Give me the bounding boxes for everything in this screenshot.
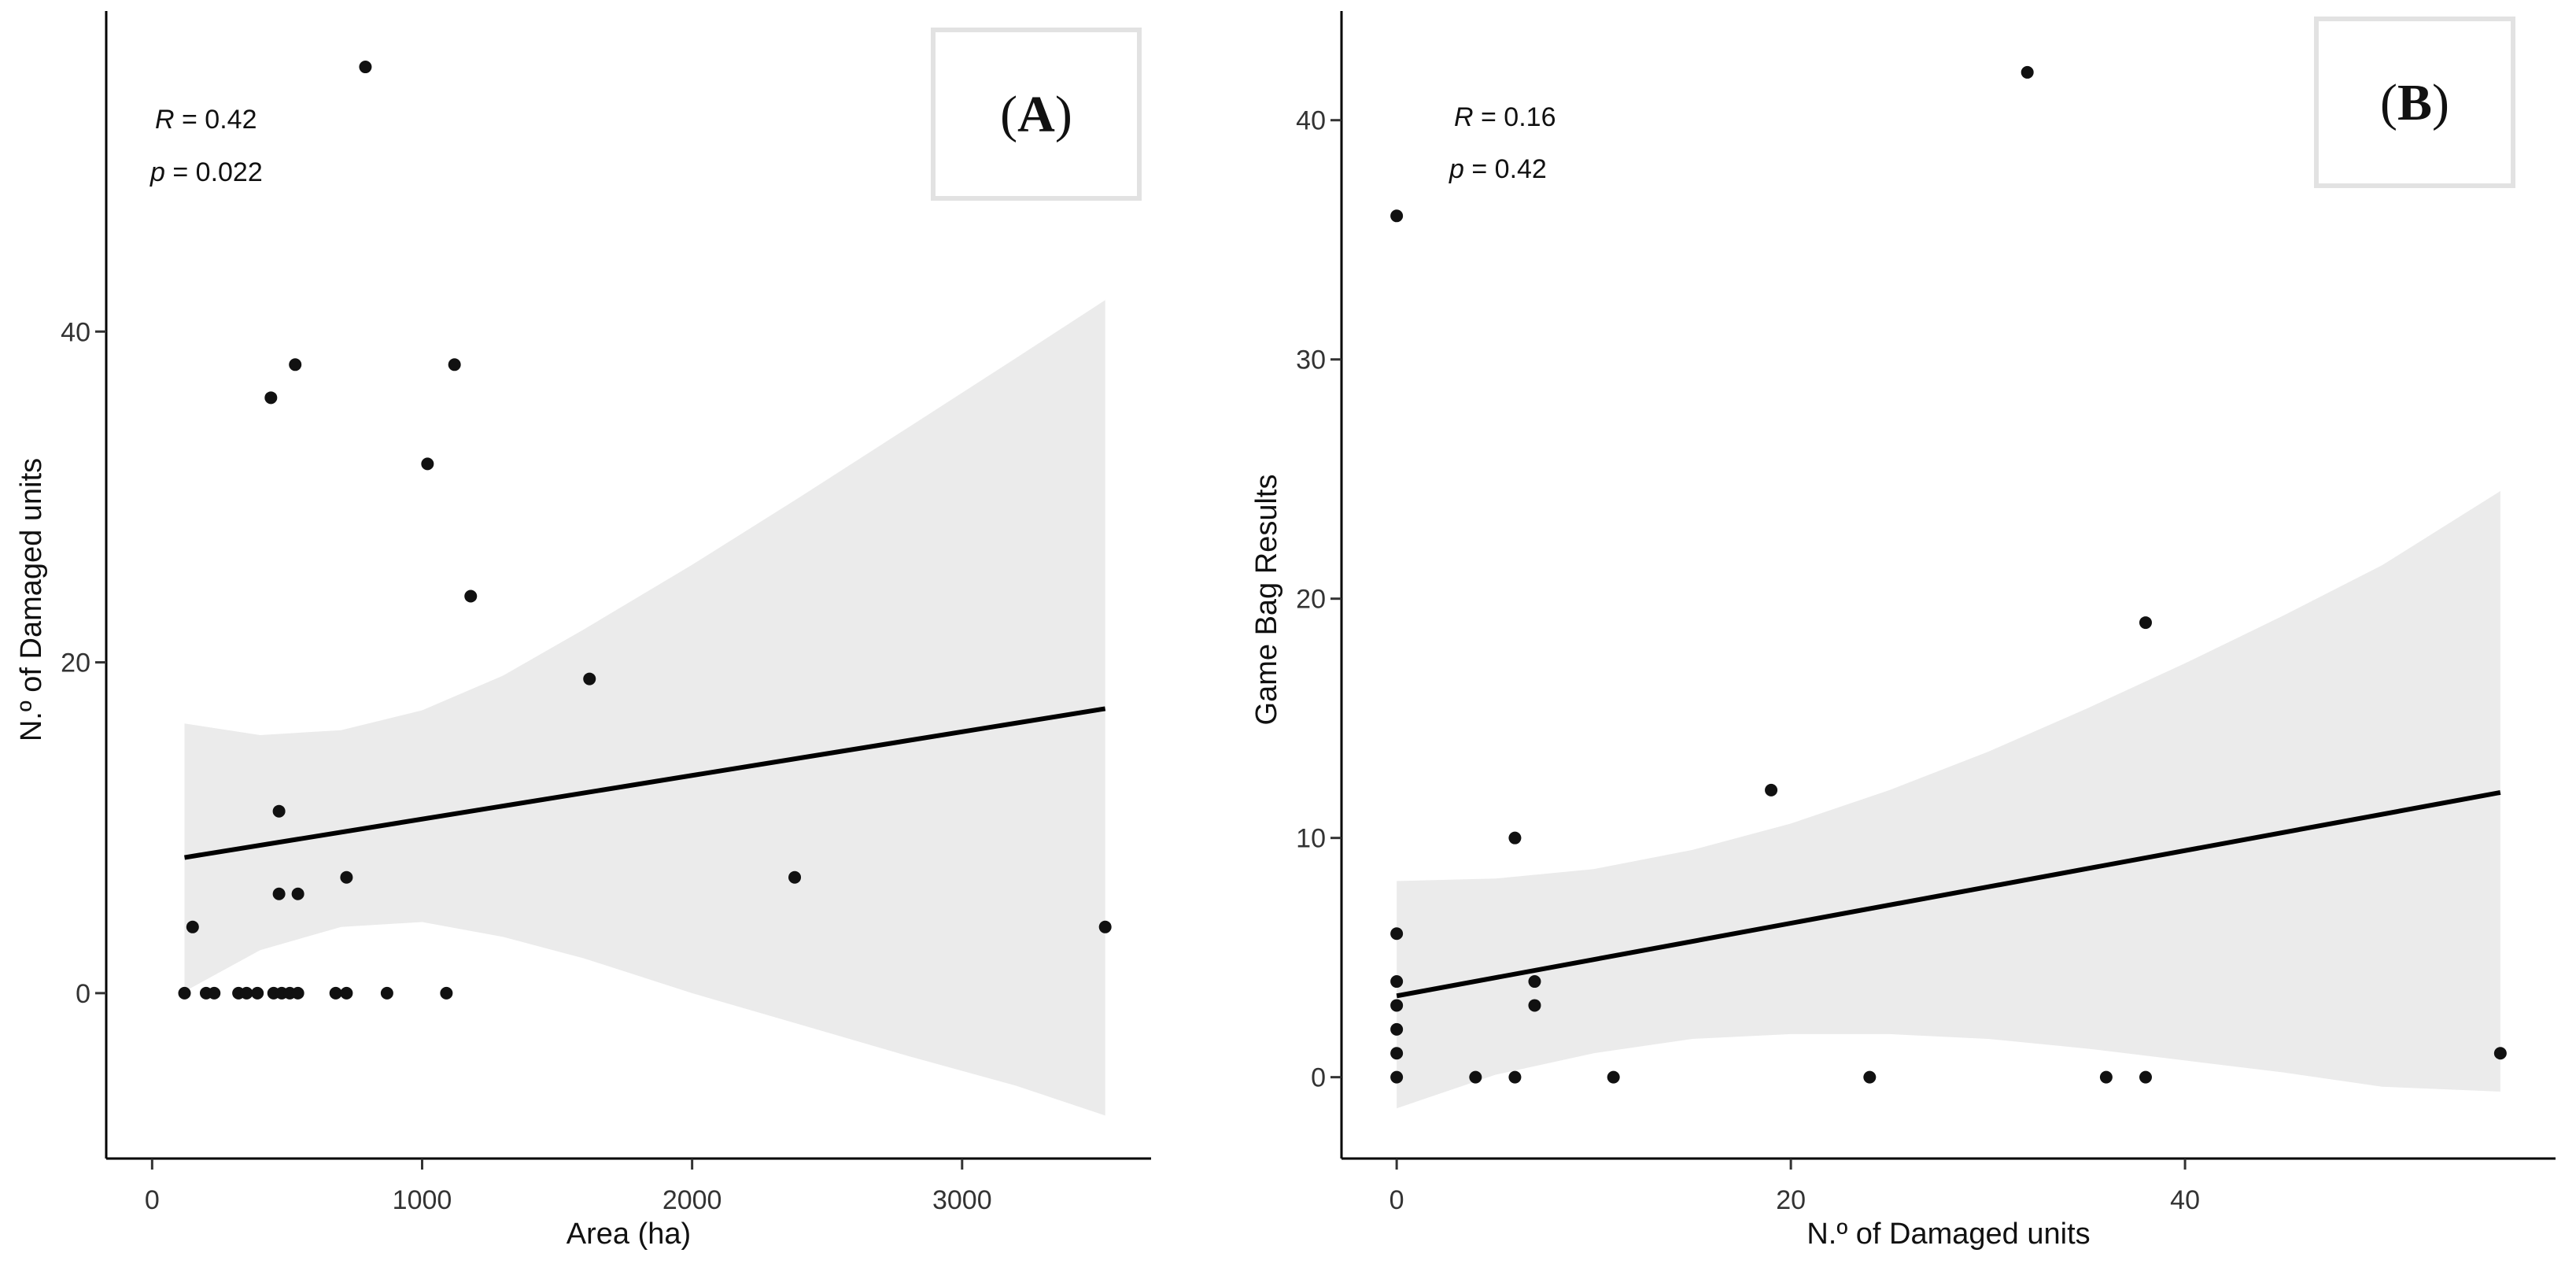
confidence-band: [1397, 490, 2500, 1109]
data-point: [208, 986, 221, 1000]
x-axis-title: Area (ha): [566, 1218, 691, 1251]
data-point: [1390, 999, 1404, 1012]
x-tick-label: 0: [1389, 1185, 1404, 1215]
data-point: [2139, 616, 2152, 630]
data-point: [272, 887, 286, 900]
data-point: [329, 986, 342, 1000]
panel-a: 0 1000 2000 3000 0 20 40 Area (ha) N.º of Damage…: [15, 11, 1151, 1251]
panel-label-box: [931, 28, 1142, 201]
y-tick-label: 30: [1296, 346, 1326, 375]
data-point: [1508, 831, 1522, 845]
r-statistic: R = 0.42: [155, 105, 256, 135]
data-point: [240, 986, 253, 1000]
regression-line: [1396, 789, 2501, 999]
panel-label-open-paren: (: [2380, 74, 2397, 131]
r-value: = 0.16: [1474, 102, 1556, 132]
data-point: [1098, 920, 1112, 933]
data-point: [186, 920, 199, 933]
data-point: [1390, 1047, 1404, 1060]
data-point: [2021, 65, 2034, 79]
data-point: [1390, 927, 1404, 941]
panel-label-close-paren: ): [2432, 74, 2449, 131]
data-point: [380, 986, 393, 1000]
x-tick-label: 40: [2170, 1185, 2200, 1215]
p-statistic: p = 0.022: [149, 157, 263, 187]
x-tick-label: 3000: [932, 1185, 992, 1215]
r-value: = 0.42: [175, 105, 257, 135]
data-point: [340, 986, 353, 1000]
data-point: [272, 804, 286, 818]
data-point: [1863, 1070, 1877, 1084]
data-point: [1765, 783, 1778, 796]
y-axis-title: N.º of Damaged units: [15, 458, 48, 741]
data-point: [178, 986, 191, 1000]
data-point: [291, 986, 304, 1000]
p-statistic: p = 0.42: [1449, 154, 1547, 184]
confidence-band: [184, 300, 1105, 1116]
panel-label-box: [2314, 17, 2515, 188]
y-tick-label: 0: [1311, 1063, 1326, 1093]
panel-label: (A): [1000, 86, 1072, 143]
data-point: [1390, 975, 1404, 989]
data-point: [448, 358, 461, 371]
panel-label-open-paren: (: [1000, 86, 1017, 143]
y-tick-label: 10: [1296, 824, 1326, 854]
data-point: [289, 358, 302, 371]
panel-label-close-paren: ): [1055, 86, 1072, 143]
data-point: [421, 457, 434, 471]
p-symbol: p: [149, 157, 165, 187]
panel-label-letter: B: [2397, 74, 2432, 131]
panel-label: (B): [2380, 74, 2449, 131]
data-point: [583, 672, 596, 686]
data-point: [1528, 975, 1541, 989]
data-point: [251, 986, 264, 1000]
data-point: [2493, 1047, 2507, 1060]
data-point: [1390, 1070, 1404, 1084]
regression-line: [184, 706, 1106, 860]
panel-b: 0 20 40 0 10 20 30 40 N.º of Damaged units Game B…: [1250, 11, 2556, 1251]
r-symbol: R: [155, 105, 175, 135]
data-point: [1390, 1022, 1404, 1036]
p-value: = 0.022: [165, 157, 263, 187]
data-point: [359, 61, 372, 74]
y-axis-title: Game Bag Results: [1250, 475, 1283, 726]
data-point: [440, 986, 453, 1000]
x-tick-label: 1000: [393, 1185, 452, 1215]
y-tick-label: 0: [76, 979, 90, 1009]
data-point: [291, 887, 304, 900]
data-point: [264, 391, 278, 405]
p-symbol: p: [1449, 154, 1464, 184]
y-tick-label: 40: [61, 317, 90, 347]
data-point: [1469, 1070, 1482, 1084]
x-tick-label: 20: [1776, 1185, 1806, 1215]
x-axis-title: N.º of Damaged units: [1807, 1218, 2090, 1251]
data-point: [464, 589, 478, 603]
panel-label-letter: A: [1017, 86, 1055, 143]
p-value: = 0.42: [1464, 154, 1547, 184]
data-point: [340, 870, 353, 884]
y-tick-label: 40: [1296, 106, 1326, 136]
data-point: [1607, 1070, 1620, 1084]
r-statistic: R = 0.16: [1454, 102, 1556, 132]
x-tick-label: 2000: [662, 1185, 722, 1215]
y-tick-label: 20: [1296, 585, 1326, 615]
data-point: [1528, 999, 1541, 1012]
data-point: [2099, 1070, 2113, 1084]
y-tick-label: 20: [61, 649, 90, 678]
x-tick-label: 0: [145, 1185, 160, 1215]
data-point: [788, 870, 802, 884]
r-symbol: R: [1454, 102, 1474, 132]
data-point: [1508, 1070, 1522, 1084]
data-point: [2139, 1070, 2152, 1084]
data-point: [1390, 209, 1404, 223]
